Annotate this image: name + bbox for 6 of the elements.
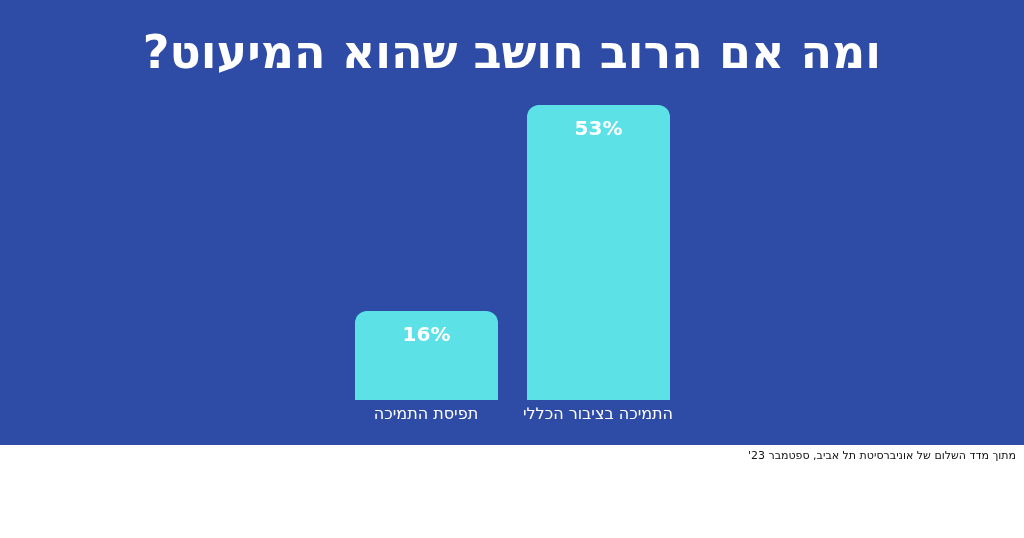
data-label: 16% <box>402 322 451 347</box>
chart-title: ומה אם הרוב חושב שהוא המיעוט? <box>141 24 883 81</box>
text: מתוך מדד השלום של אוניברסיטת תל אביב, ספטמבר 23' <box>747 449 1016 462</box>
x-tick-label: תפיסת התמיכה <box>373 404 479 424</box>
x-tick-label: התמיכה בציבור הכללי <box>522 404 674 424</box>
data-label: 53% <box>574 116 623 141</box>
